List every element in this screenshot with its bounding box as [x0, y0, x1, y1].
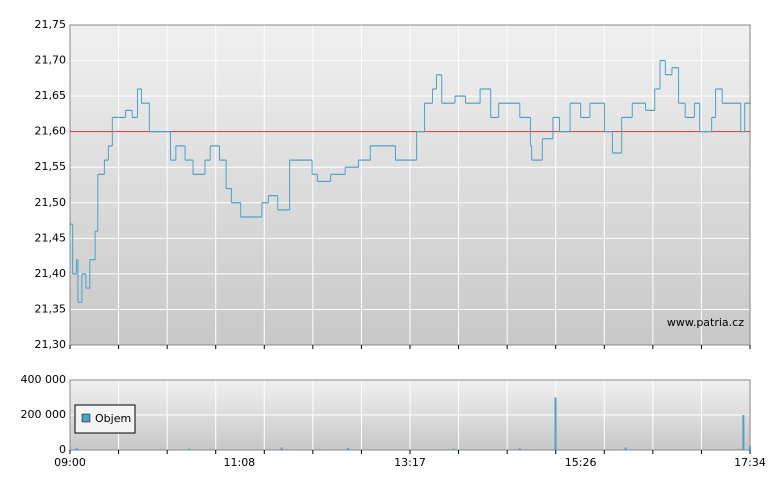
y-tick-label: 200 000	[21, 408, 67, 421]
volume-bar	[188, 448, 191, 450]
y-tick-label: 21,70	[35, 54, 67, 67]
x-tick-label: 13:17	[394, 456, 426, 469]
y-tick-label: 0	[59, 443, 66, 456]
y-tick-label: 21,30	[35, 338, 67, 351]
y-tick-label: 400 000	[21, 373, 67, 386]
volume-bar	[518, 448, 521, 450]
volume-bar	[75, 448, 78, 450]
y-tick-label: 21,60	[35, 125, 67, 138]
y-tick-label: 21,75	[35, 18, 67, 31]
x-tick-label: 11:08	[223, 456, 255, 469]
volume-bar	[624, 447, 627, 450]
x-tick-label: 15:26	[565, 456, 597, 469]
legend-swatch	[81, 413, 91, 423]
y-tick-label: 21,40	[35, 267, 67, 280]
y-tick-label: 21,45	[35, 231, 67, 244]
legend-label: Objem	[95, 412, 131, 425]
volume-bar	[749, 446, 751, 450]
volume-bar	[452, 448, 455, 450]
volume-bar	[280, 447, 283, 450]
watermark: www.patria.cz	[667, 316, 744, 329]
x-tick-label: 17:34	[734, 456, 766, 469]
volume-bar	[346, 447, 349, 450]
volume-bar	[742, 415, 745, 450]
volume-bar	[554, 397, 557, 450]
y-tick-label: 21,65	[35, 89, 67, 102]
y-tick-label: 21,55	[35, 160, 67, 173]
y-tick-label: 21,35	[35, 302, 67, 315]
x-tick-label: 09:00	[54, 456, 86, 469]
y-tick-label: 21,50	[35, 196, 67, 209]
